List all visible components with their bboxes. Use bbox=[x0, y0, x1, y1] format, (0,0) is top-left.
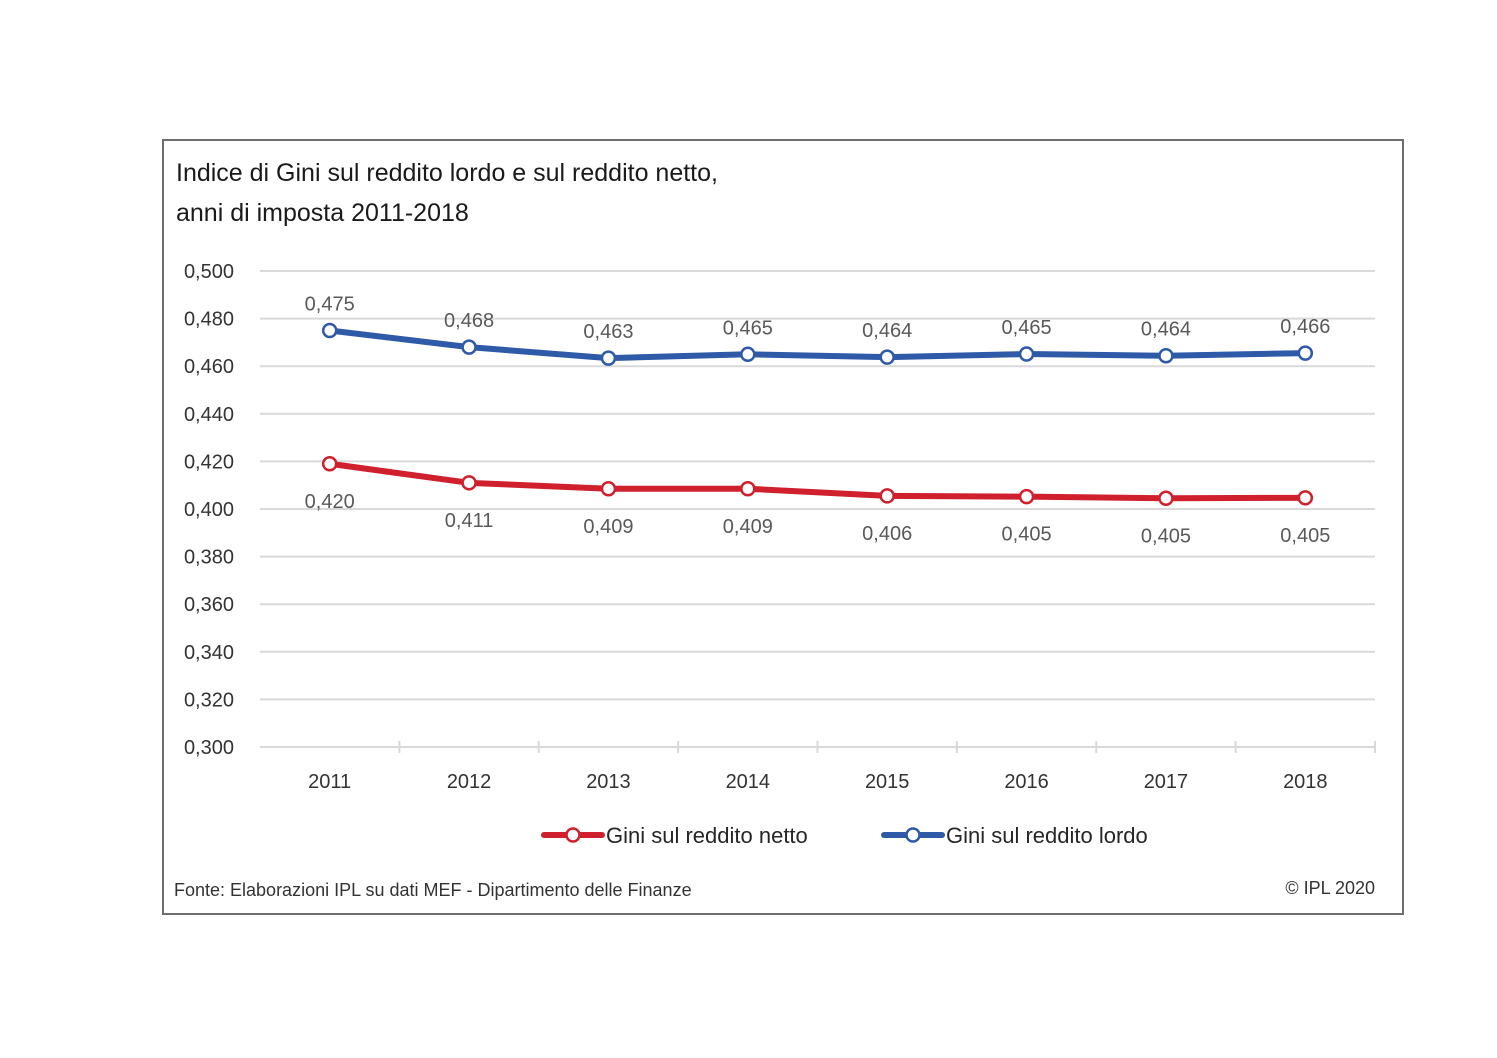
y-tick-label: 0,340 bbox=[184, 642, 234, 664]
data-label-lordo: 0,464 bbox=[862, 320, 912, 342]
data-label-netto: 0,405 bbox=[1280, 525, 1330, 547]
y-tick-label: 0,320 bbox=[184, 689, 234, 711]
x-axis: 2011 2012 2013 2014 2015 2016 2017 2018 bbox=[260, 741, 1376, 793]
point-netto bbox=[740, 481, 756, 497]
legend-label-netto: Gini sul reddito netto bbox=[606, 823, 808, 848]
point-lordo bbox=[1297, 345, 1314, 361]
point-netto bbox=[321, 456, 338, 472]
y-tick-label: 0,480 bbox=[184, 309, 234, 331]
legend-marker-netto bbox=[565, 827, 581, 843]
data-label-netto: 0,411 bbox=[445, 510, 494, 532]
data-label-netto: 0,409 bbox=[723, 516, 773, 538]
point-lordo bbox=[600, 350, 617, 366]
source-note: Fonte: Elaborazioni IPL su dati MEF - Di… bbox=[174, 880, 692, 900]
series-line-netto bbox=[326, 460, 1309, 502]
x-tick-label: 2012 bbox=[447, 771, 492, 793]
point-lordo bbox=[740, 346, 756, 363]
y-tick-label: 0,400 bbox=[184, 499, 234, 521]
x-tick-label: 2014 bbox=[726, 771, 771, 793]
y-axis-tick-labels: 0,500 0,480 0,460 0,440 0,420 0,400 0,380 0,360… bbox=[184, 261, 234, 759]
x-tick-label: 2018 bbox=[1283, 771, 1328, 793]
point-netto bbox=[1018, 488, 1035, 505]
chart-frame: Indice di Gini sul reddito lordo e sul r… bbox=[162, 139, 1404, 915]
point-netto bbox=[879, 488, 895, 504]
legend-label-lordo: Gini sul reddito lordo bbox=[946, 823, 1148, 848]
point-netto bbox=[1297, 490, 1314, 506]
point-lordo bbox=[1018, 346, 1035, 362]
data-labels: 0,420 0,411 0,409 0,409 0,406 0,405 0,405 0,405… bbox=[305, 294, 1331, 548]
legend: Gini sul reddito netto Gini sul reddito l… bbox=[541, 823, 1148, 848]
series-lines bbox=[321, 322, 1314, 507]
legend-marker-lordo bbox=[905, 827, 921, 843]
y-tick-label: 0,300 bbox=[184, 737, 234, 759]
point-netto bbox=[461, 475, 477, 491]
chart-svg: Indice di Gini sul reddito lordo e sul r… bbox=[174, 159, 1376, 900]
data-label-lordo: 0,475 bbox=[305, 294, 355, 316]
data-label-netto: 0,409 bbox=[583, 516, 633, 538]
data-label-netto: 0,405 bbox=[1141, 525, 1191, 547]
point-lordo bbox=[879, 349, 895, 365]
chart-title-line-1: Indice di Gini sul reddito lordo e sul r… bbox=[176, 159, 718, 187]
x-tick-label: 2016 bbox=[1004, 771, 1049, 793]
data-label-netto: 0,406 bbox=[862, 523, 912, 545]
data-label-lordo: 0,468 bbox=[444, 310, 494, 332]
point-lordo bbox=[1158, 347, 1174, 364]
y-tick-label: 0,420 bbox=[184, 451, 234, 473]
y-tick-label: 0,460 bbox=[184, 356, 234, 378]
chart-title-line-2: anni di imposta 2011-2018 bbox=[176, 199, 469, 227]
data-label-netto: 0,420 bbox=[305, 491, 355, 513]
data-label-lordo: 0,464 bbox=[1141, 319, 1191, 341]
y-tick-label: 0,440 bbox=[184, 404, 234, 426]
copyright-note: © IPL 2020 bbox=[1285, 878, 1375, 898]
x-tick-label: 2011 bbox=[308, 771, 351, 793]
data-label-lordo: 0,463 bbox=[583, 321, 633, 343]
point-lordo bbox=[321, 322, 338, 339]
y-tick-label: 0,360 bbox=[184, 594, 234, 616]
point-lordo bbox=[461, 339, 477, 355]
data-label-lordo: 0,465 bbox=[723, 317, 773, 339]
data-label-lordo: 0,465 bbox=[1002, 317, 1052, 339]
x-tick-label: 2015 bbox=[865, 771, 910, 793]
gridlines bbox=[260, 270, 1375, 701]
point-netto bbox=[1158, 490, 1174, 507]
point-netto bbox=[600, 481, 617, 497]
y-tick-label: 0,380 bbox=[184, 547, 234, 569]
data-label-lordo: 0,466 bbox=[1280, 316, 1330, 338]
x-tick-label: 2017 bbox=[1144, 771, 1189, 793]
y-tick-label: 0,500 bbox=[184, 261, 234, 283]
x-tick-label: 2013 bbox=[586, 771, 631, 793]
series-line-lordo bbox=[326, 327, 1309, 362]
data-label-netto: 0,405 bbox=[1002, 524, 1052, 546]
